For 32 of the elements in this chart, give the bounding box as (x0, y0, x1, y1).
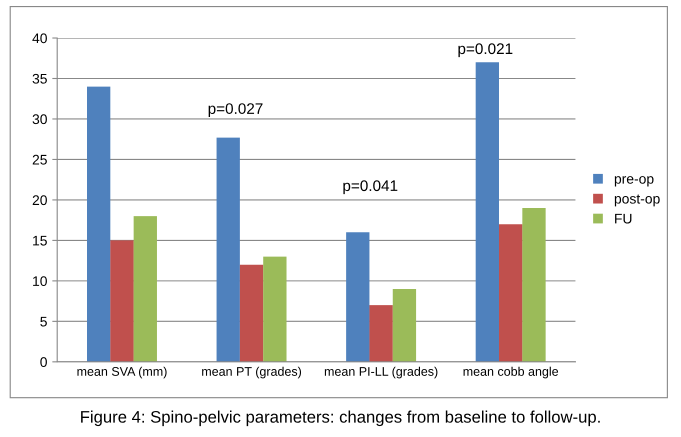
bar (499, 224, 522, 362)
annotation: p=0.041 (343, 180, 398, 194)
legend-label: post-op (614, 194, 660, 206)
y-tick-label: 5 (40, 316, 47, 327)
bar (263, 256, 287, 362)
bar (369, 305, 393, 362)
bar (522, 208, 546, 362)
bar (392, 288, 416, 362)
bar (216, 138, 240, 362)
bar (476, 62, 500, 362)
y-tick-label: 0 (40, 357, 47, 368)
x-tick-label: mean PT (grades) (202, 366, 302, 378)
bar (110, 240, 134, 362)
y-tick-label: 20 (32, 195, 47, 206)
y-tick-label: 35 (32, 74, 47, 84)
bar (346, 232, 370, 362)
x-tick-label: mean SVA (mm) (77, 366, 167, 378)
legend-label: pre-op (614, 176, 654, 187)
legend-label: FU (615, 214, 632, 224)
bar (134, 216, 157, 362)
caption: Figure 4: Spino-pelvic parameters: changes from baseline to follow-up. (81, 410, 600, 426)
y-tick-label: 40 (32, 33, 47, 44)
x-tick-label: mean cobb angle (464, 366, 558, 378)
y-tick-label: 30 (32, 114, 47, 124)
y-tick-label: 25 (32, 154, 47, 165)
x-tick-label: mean PI-LL (grades) (324, 366, 438, 378)
y-tick-label: 10 (33, 276, 47, 286)
annotation: p=0.027 (208, 103, 263, 118)
annotation: p=0.021 (458, 43, 512, 58)
bar (240, 264, 264, 362)
y-tick-label: 15 (33, 236, 47, 246)
bar (87, 86, 110, 362)
